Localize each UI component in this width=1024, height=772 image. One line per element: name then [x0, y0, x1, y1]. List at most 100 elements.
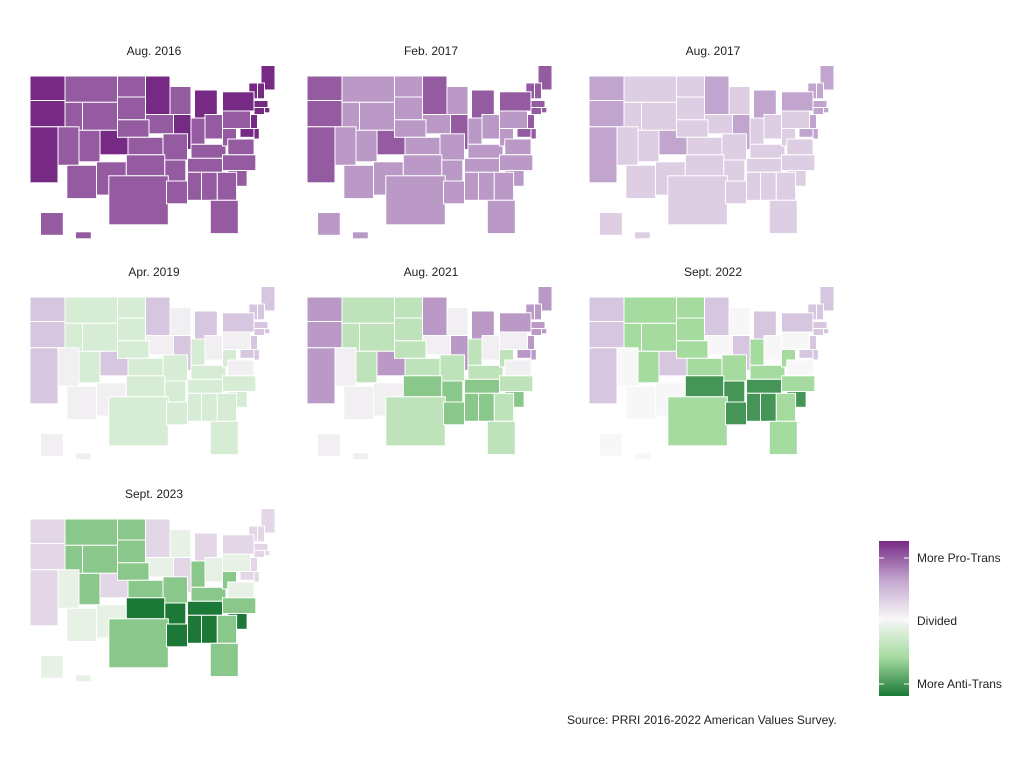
state-wy: [82, 101, 118, 131]
state-ia: [145, 557, 174, 578]
state-hi: [634, 452, 651, 461]
state-md: [239, 349, 255, 359]
state-wa: [29, 518, 66, 544]
state-ma: [530, 100, 546, 108]
state-ia: [704, 335, 733, 356]
state-la: [725, 401, 747, 426]
state-ky: [190, 143, 227, 159]
state-nv: [57, 569, 80, 609]
panel-title: Feb. 2017: [403, 44, 459, 58]
state-tn: [746, 157, 782, 173]
state-de: [253, 571, 260, 583]
state-fl: [486, 199, 516, 235]
state-ok: [684, 154, 725, 177]
state-ma: [253, 100, 269, 108]
state-nj: [527, 335, 535, 350]
state-wy: [82, 322, 118, 352]
state-la: [725, 180, 747, 205]
state-nd: [117, 296, 146, 319]
panel-title: Aug. 2021: [403, 265, 459, 279]
state-mt: [623, 75, 677, 103]
state-ne: [117, 340, 150, 359]
state-ia: [422, 335, 451, 356]
panel-title: Sept. 2023: [124, 487, 184, 501]
state-ut: [637, 129, 660, 163]
state-fl: [486, 420, 516, 456]
state-ma: [253, 321, 269, 329]
state-or: [588, 321, 625, 349]
state-md: [798, 128, 814, 138]
state-wa: [588, 296, 625, 322]
state-ks: [127, 579, 164, 599]
state-de: [812, 349, 819, 361]
state-nv: [57, 347, 80, 387]
state-pa: [222, 331, 251, 350]
state-sd: [117, 96, 146, 121]
state-nh: [257, 303, 265, 321]
state-ri: [541, 328, 548, 335]
state-nd: [394, 75, 423, 98]
state-wi: [728, 307, 751, 336]
state-pa: [781, 331, 810, 350]
state-va: [504, 359, 532, 377]
state-sd: [394, 317, 423, 342]
state-la: [443, 180, 465, 205]
state-ks: [686, 357, 723, 377]
state-oh: [204, 557, 225, 583]
state-la: [166, 180, 188, 205]
state-ct: [530, 107, 542, 115]
state-ga: [493, 392, 515, 422]
state-ut: [78, 350, 101, 384]
state-la: [166, 401, 188, 426]
state-nh: [816, 303, 824, 321]
state-al: [478, 171, 495, 201]
state-nc: [499, 154, 534, 172]
state-ne: [117, 562, 150, 581]
state-mn: [704, 75, 730, 115]
state-pa: [781, 110, 810, 129]
state-ky: [467, 143, 504, 159]
panel-title: Sept. 2022: [683, 265, 743, 279]
state-ga: [216, 614, 238, 644]
state-ky: [190, 364, 227, 380]
state-tx: [108, 396, 169, 447]
state-md: [239, 128, 255, 138]
state-ca: [306, 347, 336, 405]
state-ri: [541, 107, 548, 114]
us-map: [29, 286, 276, 461]
state-wi: [169, 86, 192, 115]
state-or: [29, 543, 66, 571]
state-nj: [809, 114, 817, 129]
state-wa: [29, 296, 66, 322]
source-note: Source: PRRI 2016-2022 American Values S…: [567, 713, 837, 727]
state-wi: [728, 86, 751, 115]
state-pa: [499, 110, 528, 129]
state-ak: [40, 212, 64, 236]
state-tn: [746, 378, 782, 394]
panel-title: Aug. 2016: [126, 44, 182, 58]
state-ms: [464, 392, 479, 422]
legend-label-anti: More Anti-Trans: [917, 677, 1002, 691]
state-ca: [29, 347, 59, 405]
us-map: [29, 65, 276, 240]
state-ak: [40, 655, 64, 679]
state-mo: [439, 133, 465, 161]
state-ca: [306, 126, 336, 184]
state-ks: [127, 136, 164, 156]
state-al: [201, 392, 218, 422]
state-az: [625, 385, 657, 421]
state-ak: [599, 433, 623, 457]
us-map: [29, 508, 276, 683]
state-mo: [162, 133, 188, 161]
legend-color-bar: [879, 541, 909, 696]
state-ma: [812, 100, 828, 108]
state-or: [306, 100, 343, 128]
state-al: [201, 171, 218, 201]
us-map: [306, 286, 553, 461]
state-mt: [341, 75, 395, 103]
state-mt: [64, 296, 118, 324]
legend-label-pro: More Pro-Trans: [917, 551, 1001, 565]
state-sd: [394, 96, 423, 121]
state-wy: [359, 322, 395, 352]
state-ne: [117, 119, 150, 138]
